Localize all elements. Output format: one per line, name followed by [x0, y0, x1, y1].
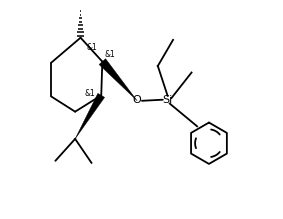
- Text: O: O: [133, 95, 142, 105]
- Text: &1: &1: [85, 89, 96, 98]
- Text: &1: &1: [104, 50, 115, 59]
- Polygon shape: [75, 93, 105, 139]
- Polygon shape: [99, 59, 137, 101]
- Text: Si: Si: [162, 95, 173, 105]
- Text: &1: &1: [86, 43, 97, 52]
